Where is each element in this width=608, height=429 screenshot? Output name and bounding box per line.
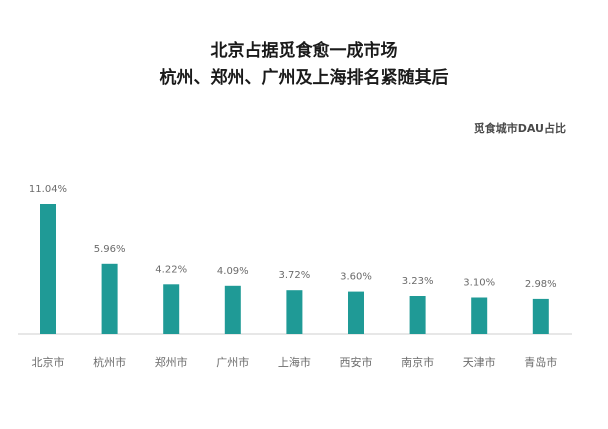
chart-title-line-1: 北京占据觅食愈一成市场 [211,40,398,61]
bar-4 [224,285,241,334]
value-label-4: 4.09% [217,266,249,277]
category-label-2: 杭州市 [93,355,126,369]
value-label-2: 5.96% [94,244,126,255]
series-legend-label: 觅食城市DAU占比 [474,121,566,135]
category-label-4: 广州市 [216,355,249,369]
bar-7 [409,296,426,334]
bar-9 [532,298,549,334]
bar-3 [163,284,180,334]
value-label-8: 3.10% [463,278,495,289]
chart-title-line-2: 杭州、郑州、广州及上海排名紧随其后 [160,67,449,88]
value-labels-group: 11.04% 5.96% 4.22% 4.09% 3.72% 3.60% 3.23% 3.10… [29,184,557,290]
category-label-7: 南京市 [401,355,434,369]
category-label-3: 郑州市 [155,355,188,369]
value-label-7: 3.23% [402,276,434,287]
value-label-3: 4.22% [155,264,187,275]
category-label-6: 西安市 [340,355,373,369]
bars-group [40,204,549,334]
category-label-9: 青岛市 [524,355,557,369]
category-labels-group: 北京市 杭州市 郑州市 广州市 上海市 西安市 南京市 天津市 青岛市 [32,355,558,369]
value-label-6: 3.60% [340,272,372,283]
value-label-5: 3.72% [279,270,311,281]
bar-5 [286,290,303,334]
value-label-9: 2.98% [525,279,557,290]
bar-8 [471,297,488,334]
value-label-1: 11.04% [29,184,67,195]
bar-6 [348,291,364,334]
category-label-8: 天津市 [463,355,496,369]
bar-1 [40,204,56,334]
category-label-5: 上海市 [278,355,311,369]
category-label-1: 北京市 [32,355,65,369]
bar-2 [101,263,118,334]
